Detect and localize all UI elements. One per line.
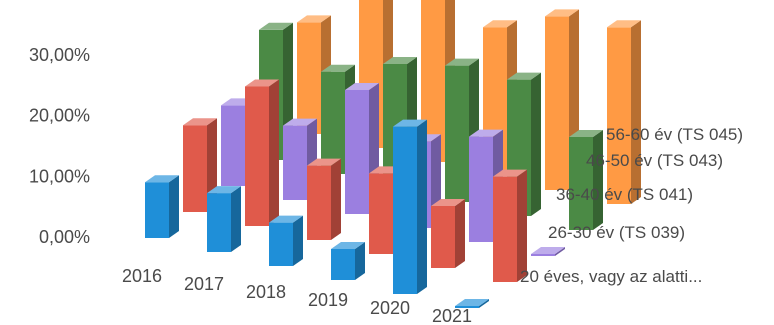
bar-side-face [169, 175, 179, 238]
series-label: 46-50 év (TS 043) [586, 151, 723, 170]
bar-front-face [221, 105, 245, 186]
bar-side-face [593, 130, 603, 230]
series-label: 20 éves, vagy az alatti... [520, 267, 702, 286]
bar-top-face [183, 118, 217, 126]
x-tick-label: 2019 [308, 290, 348, 310]
bar-front-face [307, 165, 331, 240]
y-tick-label: 20,00% [29, 106, 90, 126]
bar-top-face [493, 169, 527, 177]
bar [145, 175, 179, 238]
bar [393, 119, 427, 294]
bar-top-face [431, 199, 465, 206]
bar-top-face [145, 175, 179, 183]
bar-front-face [245, 86, 269, 226]
bar-side-face [531, 72, 541, 216]
bar-front-face [431, 206, 455, 268]
bar-front-face [545, 16, 569, 191]
y-tick-label: 30,00% [29, 45, 90, 65]
bar [607, 20, 641, 204]
bar-top-face [245, 79, 279, 87]
bar-side-face [479, 299, 489, 308]
bar [455, 299, 489, 308]
bar [493, 169, 527, 282]
bar-top-face [269, 215, 303, 223]
bar-front-face [345, 90, 369, 214]
bar-front-face [369, 173, 393, 254]
bar-top-face [569, 130, 603, 137]
bar-side-face [269, 79, 279, 226]
bar-top-face [607, 20, 641, 28]
y-tick-label: 0,00% [39, 227, 90, 247]
bar-front-face [455, 306, 479, 308]
bar-top-face [307, 158, 341, 166]
bar-top-face [507, 72, 541, 80]
bar-front-face [145, 182, 169, 238]
bar-side-face [455, 199, 465, 268]
bar-side-face [331, 158, 341, 240]
y-tick-label: 10,00% [29, 166, 90, 186]
bar-front-face [445, 65, 469, 202]
bar-top-face [483, 20, 517, 28]
bar-top-face [321, 64, 355, 72]
bar-top-face [259, 22, 293, 30]
bar-front-face [393, 126, 417, 294]
x-tick-label: 2016 [122, 266, 162, 286]
bar-top-face [455, 299, 489, 306]
bar-front-face [607, 27, 631, 204]
bar-front-face [283, 125, 307, 200]
bar-top-face [297, 15, 331, 23]
bar-top-face [545, 9, 579, 17]
bar-front-face [269, 222, 293, 266]
bar-front-face [207, 193, 231, 252]
bar-side-face [517, 169, 527, 282]
bar-front-face [321, 71, 345, 174]
bar-front-face [569, 137, 593, 230]
bar-top-face [393, 119, 427, 127]
bar-top-face [469, 129, 503, 137]
bar-side-face [417, 119, 427, 294]
bar-front-face [297, 22, 321, 134]
bar-top-face [331, 242, 365, 249]
bar-top-face [283, 118, 317, 126]
bar [269, 215, 303, 266]
series-label: 56-60 év (TS 045) [606, 125, 743, 144]
x-tick-label: 2021 [432, 306, 472, 325]
x-tick-label: 2020 [370, 298, 410, 318]
bar-front-face [183, 125, 207, 212]
bar-front-face [469, 136, 493, 242]
bar-top-face [383, 57, 417, 64]
bar [307, 158, 341, 240]
bar [531, 247, 565, 256]
bar-side-face [631, 20, 641, 204]
bar [207, 186, 241, 252]
bar-top-face [445, 58, 479, 66]
bar [331, 242, 365, 280]
bar-top-face [345, 83, 379, 90]
x-tick-label: 2017 [184, 274, 224, 294]
bar [431, 199, 465, 268]
bar-front-face [331, 249, 355, 280]
series-label: 26-30 év (TS 039) [548, 223, 685, 242]
bar-top-face [207, 186, 241, 194]
bar-side-face [355, 242, 365, 280]
bar [569, 130, 603, 230]
bar-top-face [531, 247, 565, 254]
bar-side-face [293, 215, 303, 266]
bar-front-face [493, 176, 517, 282]
bar [245, 79, 279, 226]
series-label: 36-40 év (TS 041) [556, 185, 693, 204]
bar-side-face [555, 247, 565, 256]
bar-side-face [231, 186, 241, 252]
x-tick-label: 2018 [246, 282, 286, 302]
bar-front-face [531, 254, 555, 256]
